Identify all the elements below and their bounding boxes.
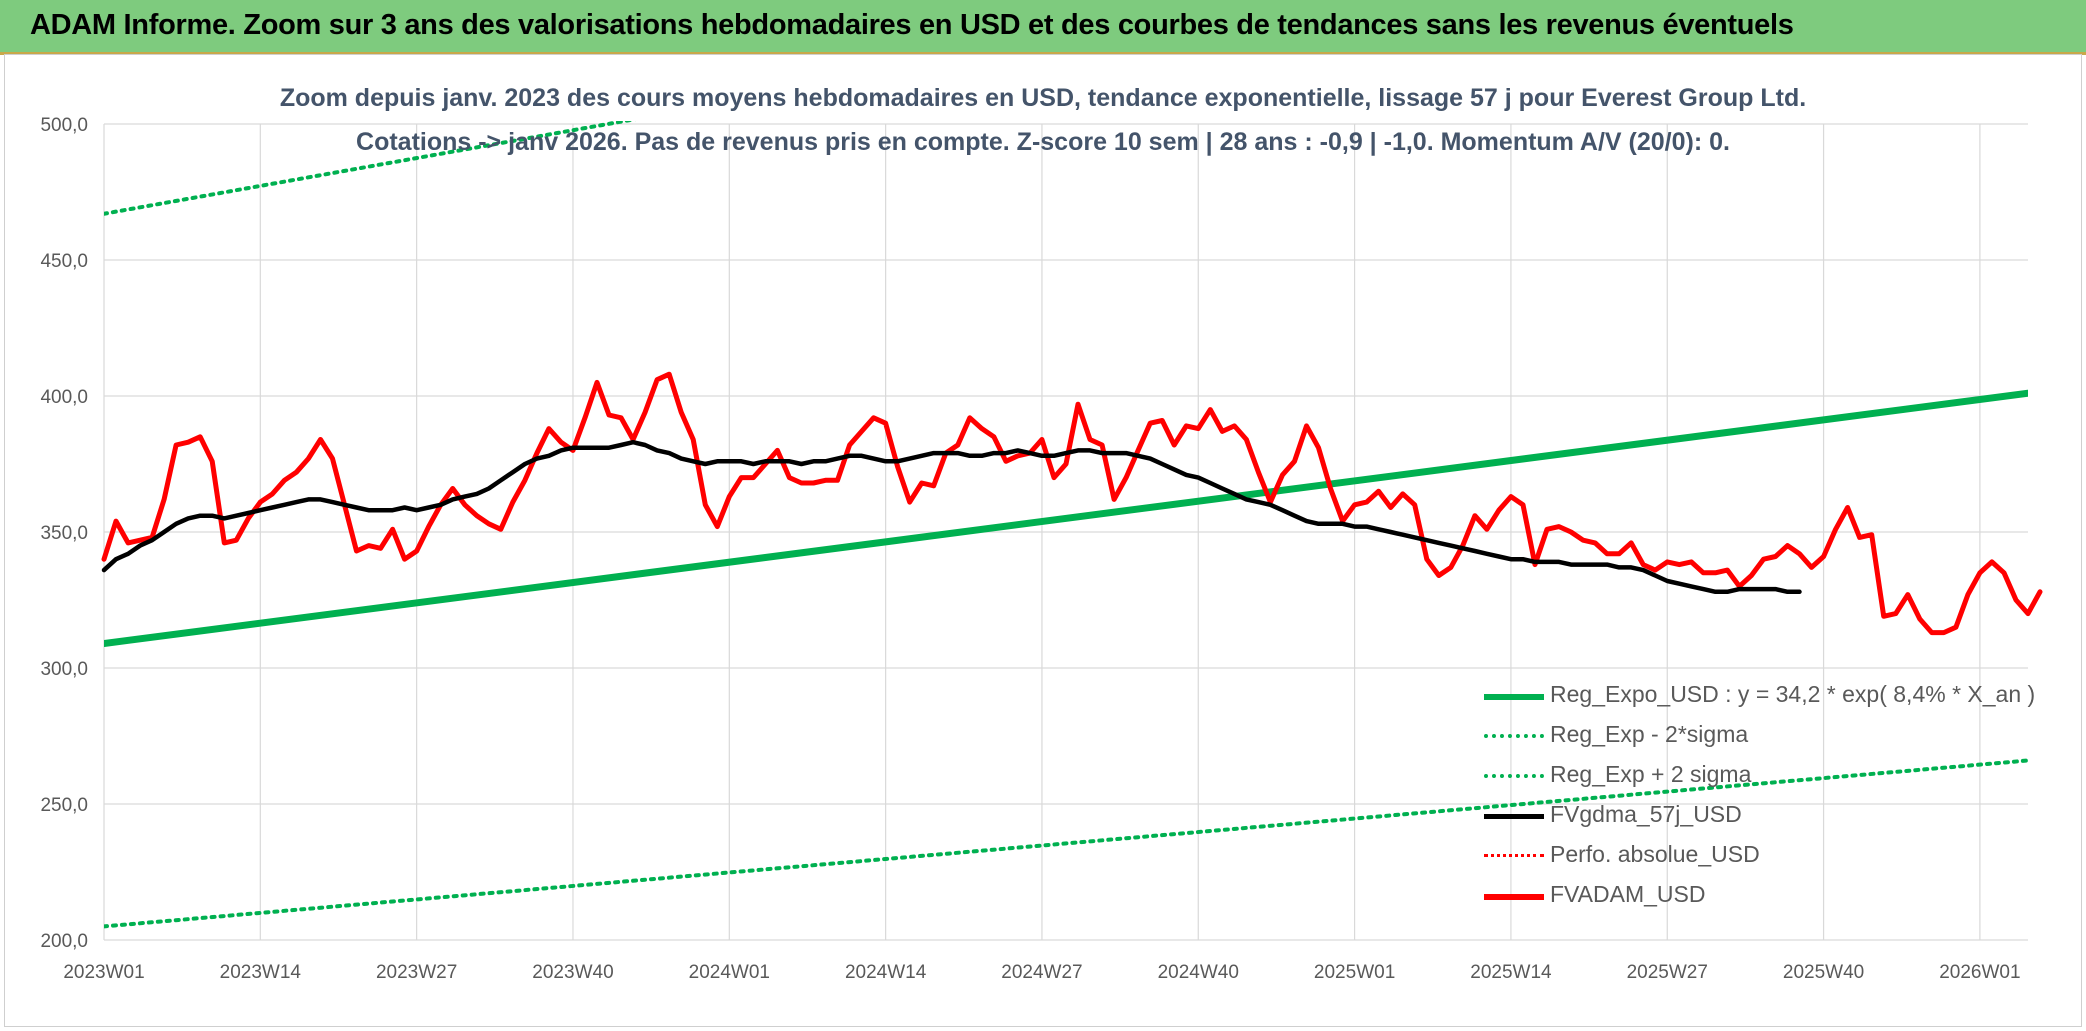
- y-tick-label: 450,0: [40, 251, 88, 272]
- x-tick-label: 2023W01: [63, 962, 144, 983]
- x-tick-label: 2023W40: [532, 962, 613, 983]
- y-tick-label: 250,0: [40, 795, 88, 816]
- series-fvgdma-57j: [101, 439, 1802, 595]
- x-tick-label: 2025W27: [1627, 962, 1708, 983]
- legend-swatch-solid-green: [1484, 694, 1544, 700]
- series-fvadam-usd: [101, 371, 2043, 636]
- legend-label: Reg_Exp + 2 sigma: [1550, 761, 1752, 787]
- chart-subtitle-line1: Zoom depuis janv. 2023 des cours moyens …: [279, 84, 1807, 112]
- legend-swatch-solid-black: [1484, 814, 1544, 819]
- series-reg-expo: [104, 389, 2028, 648]
- y-tick-label: 500,0: [40, 115, 88, 136]
- x-tick-label: 2025W14: [1470, 962, 1552, 983]
- y-tick-label: 300,0: [40, 659, 88, 680]
- legend-swatch-dotted-red: [1484, 854, 1544, 857]
- page-title: ADAM Informe. Zoom sur 3 ans des valoris…: [30, 9, 1794, 41]
- chart-frame: [4, 54, 2082, 1027]
- x-tick-label: 2024W14: [845, 962, 927, 983]
- legend-swatch-dotted-green: [1484, 734, 1544, 738]
- x-tick-label: 2026W01: [1939, 962, 2020, 983]
- legend-label: FVADAM_USD: [1550, 881, 1706, 907]
- legend-swatch-solid-red: [1484, 894, 1544, 900]
- x-tick-label: 2024W27: [1001, 962, 1082, 983]
- legend-swatch-dotted-green: [1484, 774, 1544, 778]
- legend-label: Reg_Exp - 2*sigma: [1550, 721, 1749, 747]
- x-tick-label: 2024W40: [1158, 962, 1239, 983]
- legend-label: FVgdma_57j_USD: [1550, 801, 1742, 827]
- x-tick-label: 2024W01: [689, 962, 770, 983]
- series-layer: [101, 121, 2043, 929]
- series-reg-exp-plus-2sigma: [104, 121, 637, 216]
- chart-subtitle-line2: Cotations -> janv 2026. Pas de revenus p…: [356, 128, 1730, 156]
- legend-label: Perfo. absolue_USD: [1550, 841, 1760, 867]
- x-tick-label: 2023W27: [376, 962, 457, 983]
- y-tick-label: 200,0: [40, 931, 88, 952]
- x-tick-label: 2025W01: [1314, 962, 1395, 983]
- legend-label: Reg_Expo_USD : y = 34,2 * exp( 8,4% * X_…: [1550, 681, 2036, 707]
- header-bar: ADAM Informe. Zoom sur 3 ans des valoris…: [0, 0, 2086, 55]
- y-tick-label: 400,0: [40, 387, 88, 408]
- axis-labels: 200,0 250,0 300,0 350,0 400,0 450,0 500,0 2023W…: [40, 115, 2020, 983]
- x-tick-label: 2025W40: [1783, 962, 1864, 983]
- y-tick-label: 350,0: [40, 523, 88, 544]
- x-tick-label: 2023W14: [220, 962, 302, 983]
- series-reg-exp-minus-2sigma: [104, 758, 2028, 929]
